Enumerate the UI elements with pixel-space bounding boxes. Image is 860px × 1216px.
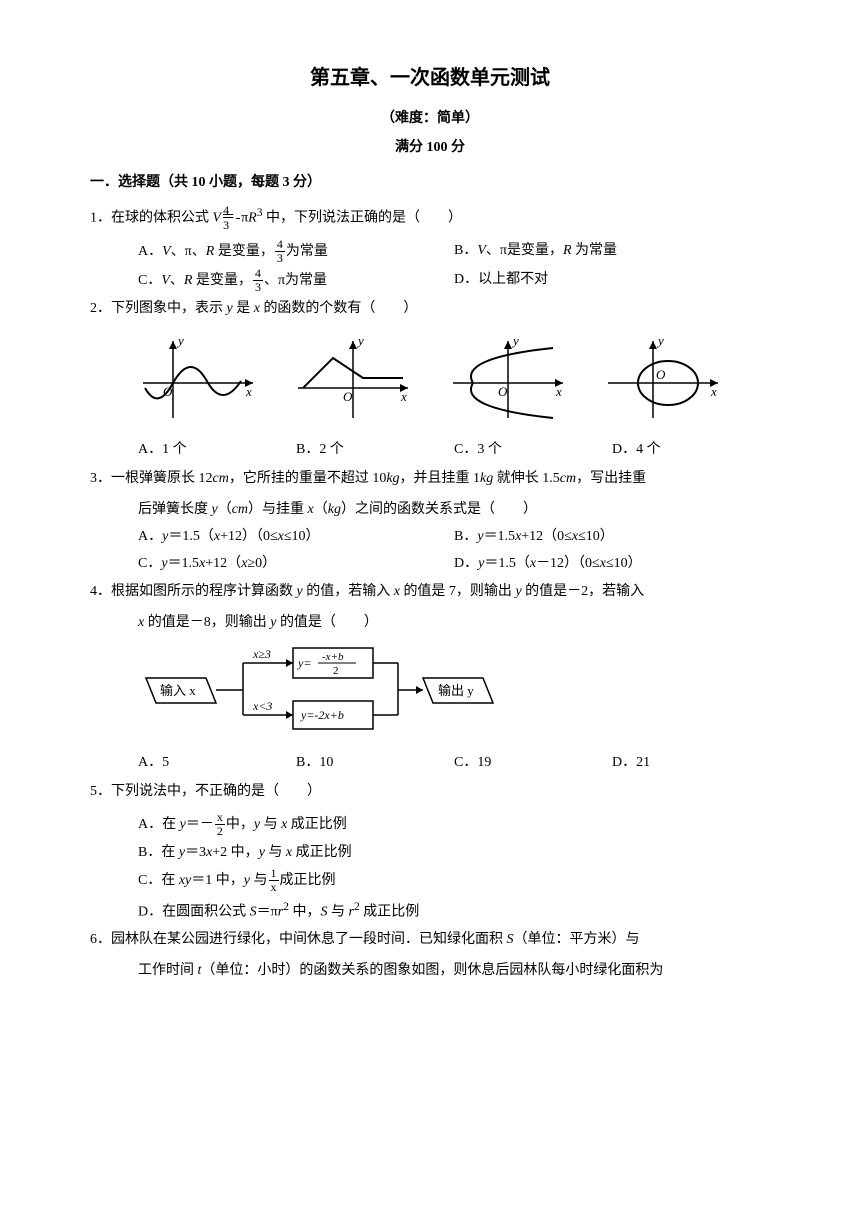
- fullmarks-label: 满分 100 分: [90, 135, 770, 160]
- q4-options: A．5 B．10 C．19 D．21: [90, 750, 770, 775]
- q3-optB: B．y＝1.5x+12（0≤x≤10）: [454, 524, 770, 549]
- q2-options: A．1 个 B．2 个 C．3 个 D．4 个: [90, 437, 770, 462]
- q1-options-row2: C．V、R 是变量，43、π为常量 D．以上都不对: [90, 267, 770, 294]
- q5-optD: D．在圆面积公式 S＝πr2 中，S 与 r2 成正比例: [90, 896, 770, 925]
- svg-text:x<3: x<3: [252, 699, 272, 713]
- question-4: 4．根据如图所示的程序计算函数 y 的值，若输入 x 的值是 7，则输出 y 的…: [90, 579, 770, 604]
- q3-optD: D．y＝1.5（x－12）（0≤x≤10）: [454, 551, 770, 576]
- svg-text:-x+b: -x+b: [322, 651, 344, 663]
- q2-optC: C．3 个: [454, 437, 612, 462]
- svg-text:y: y: [511, 333, 519, 348]
- q1-optC: C．V、R 是变量，43、π为常量: [138, 267, 454, 294]
- q1-optA: A．V、π、R 是变量，43为常量: [138, 238, 454, 265]
- question-5: 5．下列说法中，不正确的是（ ）: [90, 779, 770, 804]
- graph-parabola-sideways: y x O: [443, 333, 573, 428]
- svg-text:y: y: [656, 333, 664, 348]
- q5-optA: A．在 y＝－x2中，y 与 x 成正比例: [90, 811, 770, 838]
- q4-optB: B．10: [296, 750, 454, 775]
- q3-optA: A．y＝1.5（x+12）（0≤x≤10）: [138, 524, 454, 549]
- svg-text:y: y: [176, 333, 184, 348]
- q1-optD: D．以上都不对: [454, 267, 770, 294]
- svg-text:x: x: [710, 384, 717, 399]
- svg-text:2: 2: [333, 665, 339, 677]
- q5-optB: B．在 y＝3x+2 中，y 与 x 成正比例: [90, 840, 770, 865]
- svg-text:O: O: [498, 384, 508, 399]
- q4-optC: C．19: [454, 750, 612, 775]
- svg-text:y: y: [356, 333, 364, 348]
- svg-text:x: x: [245, 384, 252, 399]
- q2-optA: A．1 个: [138, 437, 296, 462]
- q4-flowchart: 输入 x x≥3 x<3 y= -x+b 2 y=-2x+b 输出 y: [90, 643, 770, 742]
- question-1: 1．在球的体积公式 V＝43πR3 中，下列说法正确的是（ ）: [90, 202, 770, 232]
- question-2: 2．下列图象中，表示 y 是 x 的函数的个数有（ ）: [90, 296, 770, 321]
- q2-graphs: y x O y x O y x O y x O: [90, 328, 770, 433]
- q3-options-row2: C．y＝1.5x+12（x≥0） D．y＝1.5（x－12）（0≤x≤10）: [90, 551, 770, 576]
- graph-sine: y x O: [133, 333, 263, 428]
- graph-piecewise: y x O: [288, 333, 418, 428]
- svg-text:y=: y=: [297, 656, 311, 670]
- q2-optB: B．2 个: [296, 437, 454, 462]
- q1-options-row1: A．V、π、R 是变量，43为常量 B．V、π是变量，R 为常量: [90, 238, 770, 265]
- q2-optD: D．4 个: [612, 437, 770, 462]
- q3-optC: C．y＝1.5x+12（x≥0）: [138, 551, 454, 576]
- svg-text:O: O: [656, 367, 666, 382]
- q1-optB: B．V、π是变量，R 为常量: [454, 238, 770, 265]
- section-header: 一．选择题（共 10 小题，每题 3 分）: [90, 170, 770, 195]
- q4-optA: A．5: [138, 750, 296, 775]
- svg-text:输入 x: 输入 x: [160, 683, 196, 698]
- q4-optD: D．21: [612, 750, 770, 775]
- q5-optC: C．在 xy＝1 中，y 与1x成正比例: [90, 867, 770, 894]
- difficulty-label: （难度：简单）: [90, 106, 770, 131]
- svg-text:输出 y: 输出 y: [438, 683, 474, 698]
- svg-text:x: x: [400, 389, 407, 404]
- page-title: 第五章、一次函数单元测试: [90, 60, 770, 96]
- svg-text:O: O: [163, 384, 173, 399]
- q3-sub: 后弹簧长度 y（cm）与挂重 x（kg）之间的函数关系式是（ ）: [90, 497, 770, 522]
- q6-sub: 工作时间 t（单位：小时）的函数关系的图象如图，则休息后园林队每小时绿化面积为: [90, 958, 770, 983]
- question-6: 6．园林队在某公园进行绿化，中间休息了一段时间．已知绿化面积 S（单位：平方米）…: [90, 927, 770, 952]
- q3-options-row1: A．y＝1.5（x+12）（0≤x≤10） B．y＝1.5x+12（0≤x≤10…: [90, 524, 770, 549]
- question-3: 3．一根弹簧原长 12cm，它所挂的重量不超过 10kg，并且挂重 1kg 就伸…: [90, 466, 770, 491]
- svg-text:x≥3: x≥3: [252, 647, 271, 661]
- graph-ellipse: y x O: [598, 333, 728, 428]
- q1-stem-a: 1．在球的体积公式: [90, 210, 213, 225]
- svg-text:y=-2x+b: y=-2x+b: [300, 708, 344, 722]
- q4-sub: x 的值是－8，则输出 y 的值是（ ）: [90, 610, 770, 635]
- svg-text:x: x: [555, 384, 562, 399]
- svg-text:O: O: [343, 389, 353, 404]
